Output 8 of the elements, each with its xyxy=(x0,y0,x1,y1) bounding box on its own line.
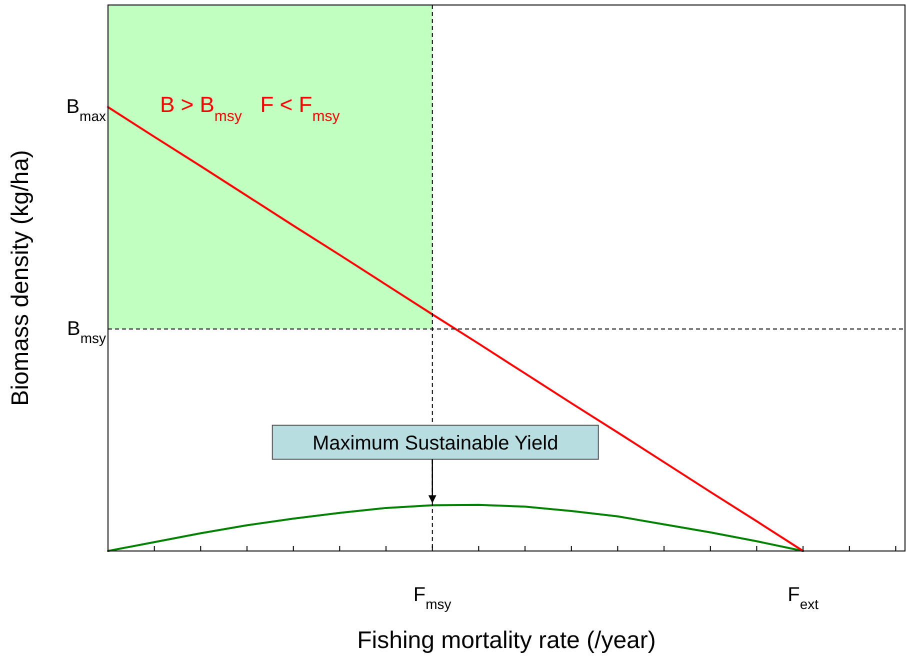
ref-line-label: B$_{msy}$ xyxy=(66,318,106,346)
y-axis-title: Biomass density (kg/ha) xyxy=(7,150,34,406)
text: B > B$_{msy}$ F < F$_{msy}$ xyxy=(160,92,340,124)
x-tick-label: F$_{msy}$ xyxy=(413,584,452,612)
text: B$_{max}$ xyxy=(66,96,106,124)
x-tick-label: F$_{ext}$ xyxy=(788,584,819,612)
x-axis-title: Fishing mortality rate (/year) xyxy=(357,627,656,654)
annotation: Maximum Sustainable Yield xyxy=(312,432,558,454)
